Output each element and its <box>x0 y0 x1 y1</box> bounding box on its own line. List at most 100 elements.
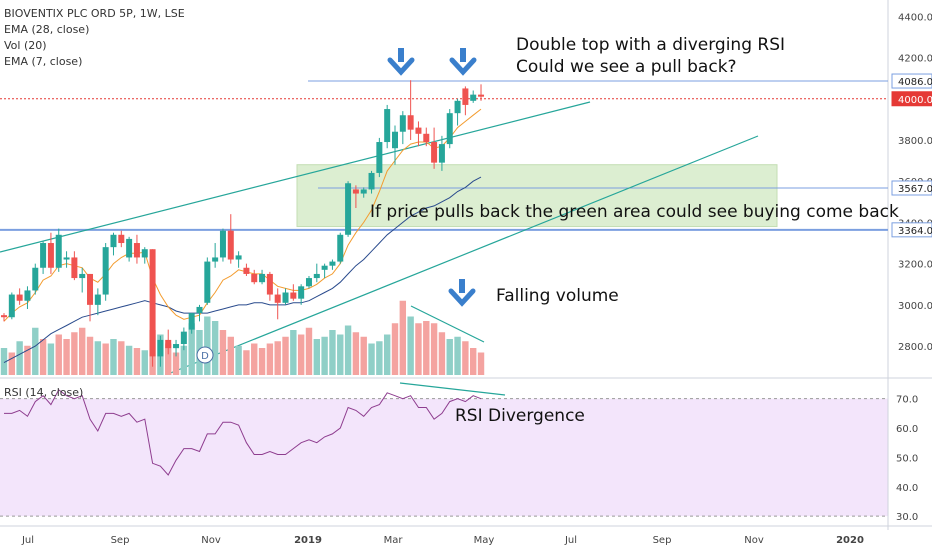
time-tick-label: 2019 <box>294 535 322 546</box>
candle-body <box>259 273 266 283</box>
candle-body <box>180 331 187 345</box>
annotation-falling-volume: Falling volume <box>496 286 619 306</box>
candle-body <box>478 94 485 97</box>
volume-bar <box>258 348 266 375</box>
time-tick-label: Nov <box>744 535 764 546</box>
volume-bar <box>383 334 391 375</box>
volume-bar <box>63 339 70 375</box>
volume-bar <box>446 339 453 375</box>
volume-bar <box>360 336 367 375</box>
candle-body <box>290 292 297 299</box>
legend-ema7: EMA (7, close) <box>4 55 83 68</box>
volume-bar <box>438 332 446 375</box>
candle-body <box>79 273 86 279</box>
chart-legend: BIOVENTIX PLC ORD 5P, 1W, LSE EMA (28, c… <box>4 6 185 70</box>
legend-ema28: EMA (28, close) <box>4 23 90 36</box>
arrow-down-icon-1-shaft <box>398 48 404 62</box>
rsi-tick-label: 40.0 <box>896 483 918 494</box>
rsi-line <box>4 389 482 476</box>
candle-body <box>188 313 195 330</box>
volume-bar <box>290 330 297 375</box>
volume-bar <box>141 350 148 375</box>
price-label-box <box>891 91 932 107</box>
candle-body <box>149 249 156 357</box>
volume-bar <box>251 343 258 375</box>
volume-bar <box>24 345 31 375</box>
volume-bar <box>376 341 383 375</box>
trendline-lower <box>167 135 759 375</box>
candle-body <box>337 234 344 262</box>
rsi-tick-label: 30.0 <box>896 512 918 523</box>
candle-body <box>110 234 117 248</box>
price-label-box <box>891 180 932 196</box>
candle-body <box>204 261 211 303</box>
candle-body <box>407 115 414 130</box>
volume-bar <box>235 345 242 375</box>
candle-body <box>219 230 226 258</box>
candle-body <box>102 247 109 295</box>
price-tick-label: 3000.0 <box>898 301 932 312</box>
price-label-box <box>891 73 932 89</box>
candle-body <box>462 88 469 105</box>
volume-bar <box>219 330 227 375</box>
candle-body <box>173 344 180 349</box>
candle-body <box>368 172 375 190</box>
candle-body <box>243 267 250 274</box>
price-tick-label: 3800.0 <box>898 136 932 147</box>
volume-bar <box>94 341 102 375</box>
volume-bar <box>243 350 250 375</box>
candle-body <box>298 286 305 299</box>
volume-bar <box>204 316 211 375</box>
candle-body <box>196 306 203 314</box>
candle-body <box>47 243 54 268</box>
candle-body <box>470 94 477 101</box>
candle-body <box>329 261 336 266</box>
candle-body <box>141 249 148 258</box>
legend-vol: Vol (20) <box>4 39 47 52</box>
candle-body <box>1 315 7 318</box>
candle-body <box>266 273 273 295</box>
candle-body <box>305 278 312 287</box>
candle-body <box>251 273 258 283</box>
candle-body <box>392 131 398 149</box>
arrow-down-icon-1-head <box>387 57 415 76</box>
candle-body <box>8 294 15 318</box>
volume-bar <box>462 341 469 375</box>
volume-bar <box>399 300 407 375</box>
candle-body <box>321 265 328 270</box>
volume-bar <box>227 336 234 375</box>
candle-body <box>384 109 391 143</box>
candle-body <box>212 257 219 262</box>
volume-bar <box>352 332 360 375</box>
volume-bar <box>71 332 78 375</box>
rsi-tick-label: 70.0 <box>896 395 918 406</box>
volume-bar <box>32 327 39 375</box>
candle-body <box>227 230 234 260</box>
time-tick-label: Nov <box>201 535 221 546</box>
candle-body <box>423 133 430 143</box>
price-label-box <box>891 222 932 238</box>
candle-body <box>415 127 422 134</box>
price-label: 3364.0 <box>898 226 932 237</box>
price-label: 4086.0 <box>898 77 932 88</box>
arrow-down-icon-3-head <box>448 288 476 307</box>
candle-body <box>94 294 101 305</box>
volume-bar <box>344 325 352 375</box>
volume-bar <box>368 343 375 375</box>
volume-bar <box>454 336 461 375</box>
rsi-divergence-line <box>399 382 506 396</box>
volume-bar <box>313 339 320 375</box>
time-tick-label: Mar <box>384 535 404 546</box>
candle-body <box>282 292 289 303</box>
candle-body <box>71 257 78 279</box>
volume-bar <box>47 343 55 375</box>
candle-body <box>157 339 164 357</box>
volume-bar <box>133 348 141 375</box>
volume-bar <box>125 345 133 375</box>
volume-bar <box>79 327 86 375</box>
volume-bar <box>211 321 219 375</box>
volume-bar <box>165 343 172 375</box>
ema7-line <box>3 108 482 322</box>
candle-body <box>431 142 438 163</box>
